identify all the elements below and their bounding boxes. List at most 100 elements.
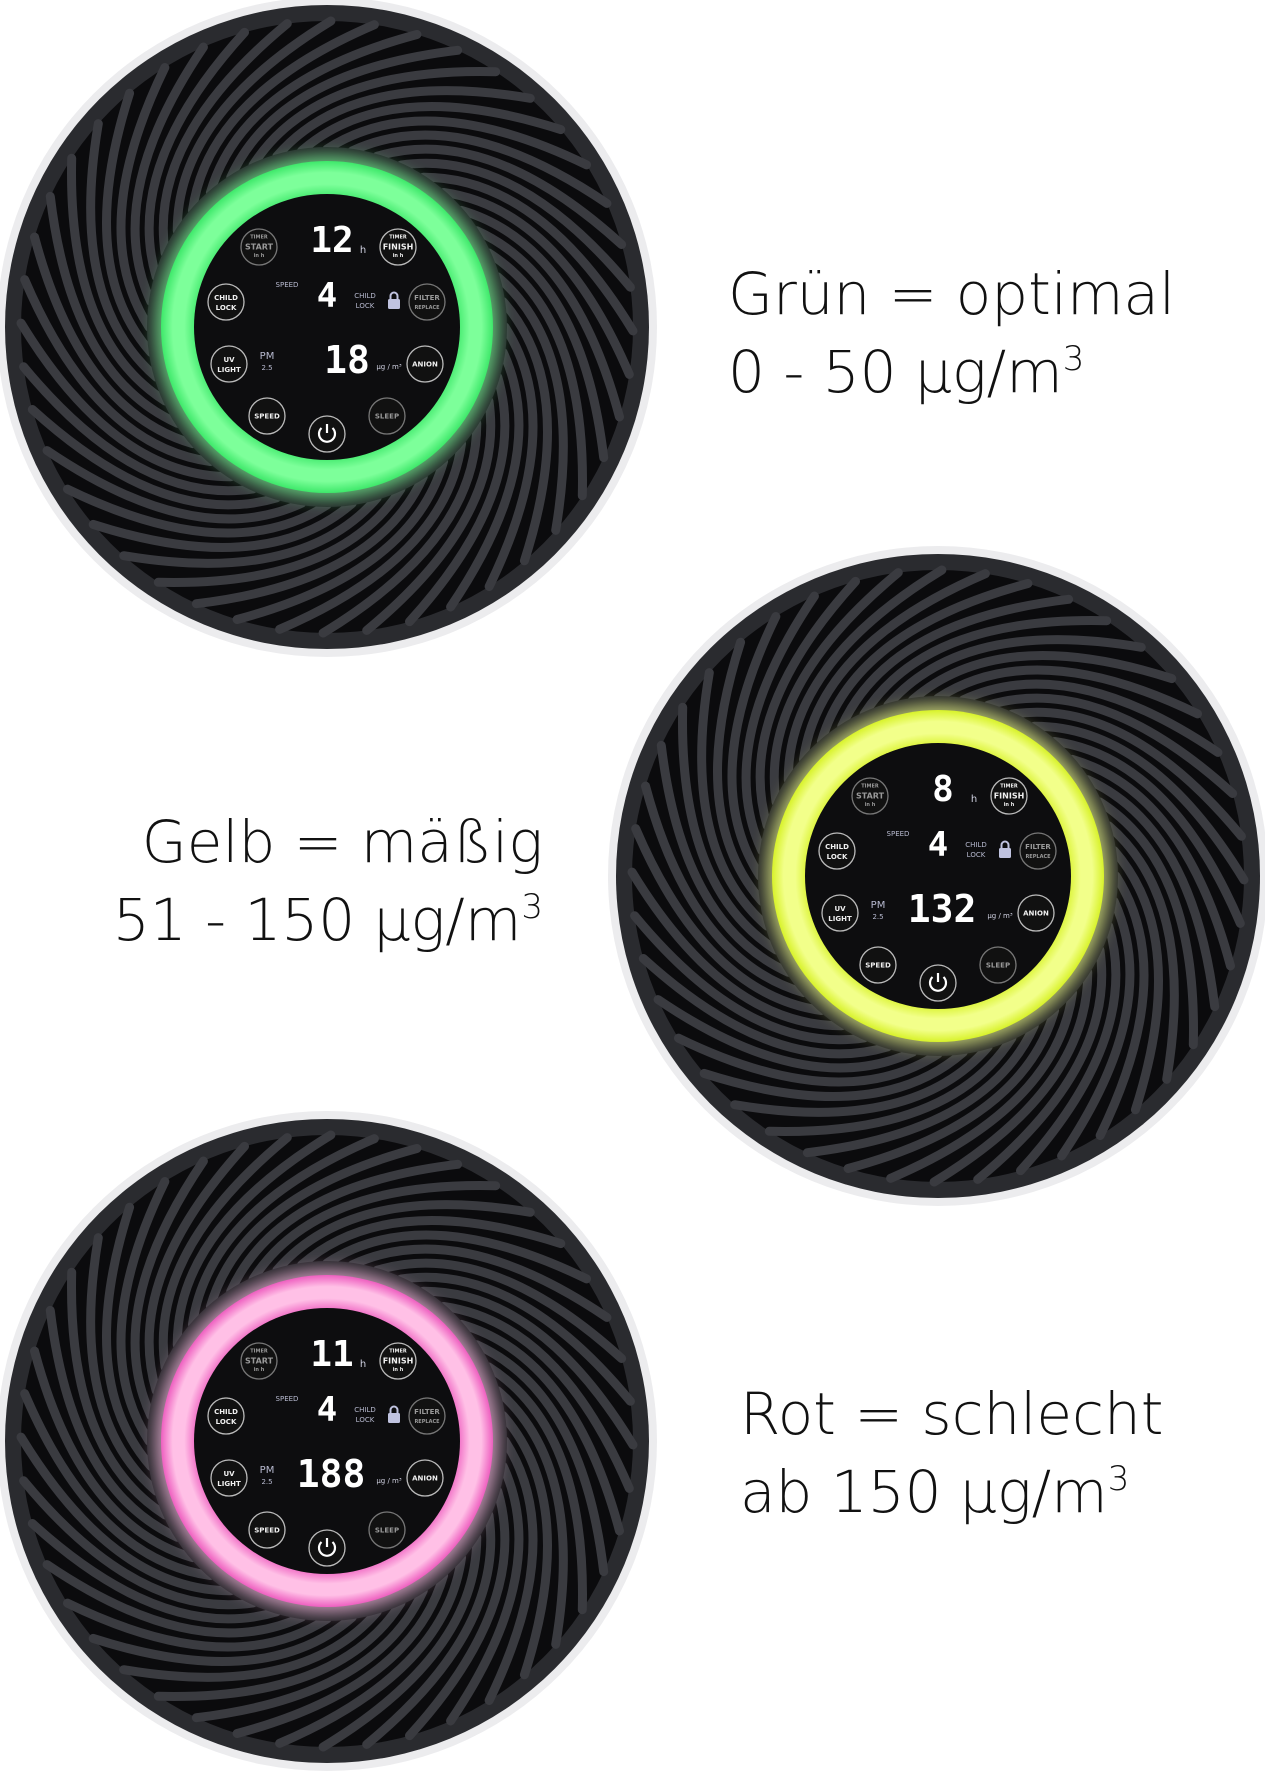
power-button[interactable] [919, 964, 957, 1002]
button-label: in h [254, 253, 265, 259]
vane [19, 362, 258, 496]
speed-display: 4 [317, 1390, 337, 1430]
vane [883, 635, 1146, 710]
vane [362, 1510, 496, 1749]
vane [153, 1598, 406, 1701]
vane [929, 967, 1093, 1187]
vane [699, 1047, 968, 1101]
button-label: REPLACE [414, 305, 440, 311]
power-button[interactable] [308, 415, 346, 453]
pm-display: 132 [908, 887, 977, 931]
anion-button[interactable]: ANION [1017, 894, 1055, 932]
button-label: UV [223, 356, 235, 364]
pm-label: PM [871, 900, 886, 911]
vane [16, 318, 236, 482]
child-lock-label: CHILD [354, 292, 376, 300]
anion-button[interactable]: ANION [406, 1459, 444, 1497]
vane [493, 1386, 568, 1649]
vane [347, 1244, 612, 1322]
power-icon [317, 427, 337, 443]
vane [1057, 896, 1135, 1161]
vane [769, 568, 903, 807]
button-label: UV [834, 905, 846, 913]
vane [837, 594, 1074, 731]
filter-replace-button[interactable]: FILTER REPLACE [408, 1397, 446, 1435]
sleep-button[interactable]: SLEEP [979, 946, 1017, 984]
vane [404, 372, 510, 627]
vane [205, 1144, 422, 1311]
vane [45, 1305, 182, 1542]
vane [457, 1319, 624, 1536]
speed-button[interactable]: SPEED [859, 946, 897, 984]
vane [275, 1553, 467, 1748]
button-label: in h [865, 802, 876, 808]
speed-label: SPEED [276, 1395, 299, 1403]
vane [20, 275, 215, 467]
button-label: REPLACE [1025, 854, 1051, 860]
button-label: LOCK [216, 304, 237, 312]
legend-range: ab 150 µg/m3 [740, 1458, 1130, 1526]
button-label: START [245, 243, 274, 252]
vane [1083, 775, 1220, 1012]
vane [678, 702, 781, 955]
vane [272, 86, 535, 161]
uv-light-button[interactable]: UV LIGHT [821, 894, 859, 932]
vane [248, 1181, 501, 1284]
filter-replace-button[interactable]: FILTER REPLACE [1019, 832, 1057, 870]
vane [653, 995, 918, 1073]
button-label: in h [393, 253, 404, 259]
vane [30, 1346, 197, 1563]
speed-button[interactable]: SPEED [248, 397, 286, 435]
button-label: ANION [412, 361, 438, 369]
vane [802, 1021, 1039, 1158]
vane [20, 1389, 215, 1581]
button-label: LOCK [216, 1418, 237, 1426]
button-label: CHILD [214, 294, 238, 302]
vane [191, 472, 428, 609]
lock-icon [388, 1405, 400, 1423]
power-button[interactable] [308, 1529, 346, 1567]
filter-replace-button[interactable]: FILTER REPLACE [408, 283, 446, 321]
vane [498, 1411, 552, 1680]
button-label: TIMER [389, 1349, 407, 1355]
button-label: SPEED [254, 413, 280, 421]
vane [498, 297, 552, 566]
pm-label: 2.5 [261, 364, 272, 372]
pm-display: 18 [324, 338, 370, 382]
pm-display: 188 [297, 1452, 366, 1496]
button-label: FINISH [994, 792, 1025, 801]
vane [418, 172, 638, 336]
vane [19, 1476, 258, 1610]
vane [1068, 754, 1235, 971]
pm-label: PM [260, 1465, 275, 1476]
timer-display: 8 [932, 769, 954, 810]
vane [1050, 736, 1245, 928]
sleep-button[interactable]: SLEEP [368, 397, 406, 435]
vane [88, 1612, 357, 1666]
uv-light-button[interactable]: UV LIGHT [210, 345, 248, 383]
sleep-button[interactable]: SLEEP [368, 1511, 406, 1549]
vane [226, 1159, 463, 1296]
anion-button[interactable]: ANION [406, 345, 444, 383]
child-lock-button[interactable]: CHILD LOCK [207, 1397, 245, 1435]
legend-red: Rot = schlecht ab 150 µg/m3 [740, 1375, 1163, 1531]
button-label: TIMER [250, 1349, 268, 1355]
uv-light-button[interactable]: UV LIGHT [210, 1459, 248, 1497]
speed-button[interactable]: SPEED [248, 1511, 286, 1549]
grille-vanes [16, 1130, 638, 1752]
pm-label: 2.5 [872, 913, 883, 921]
purifier-green: TIMER START in h TIMER FINISH in h CHILD LOCK FI… [0, 0, 662, 662]
vane [232, 1571, 449, 1738]
vane [347, 130, 612, 208]
child-lock-button[interactable]: CHILD LOCK [207, 283, 245, 321]
child-lock-button[interactable]: CHILD LOCK [818, 832, 856, 870]
